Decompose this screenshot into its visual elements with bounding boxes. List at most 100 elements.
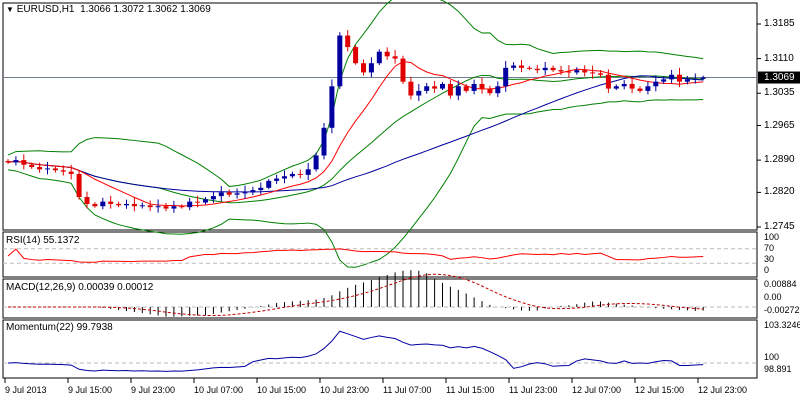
time-tick-label: 11 Jul 07:00	[383, 385, 432, 395]
bollinger-middle	[7, 74, 704, 204]
candle-body	[258, 187, 264, 191]
candle-body	[289, 173, 295, 177]
candle-body	[613, 86, 619, 89]
candle-body	[147, 205, 153, 208]
candle-body	[511, 65, 517, 68]
candle-body	[487, 88, 493, 94]
candle-body	[155, 206, 161, 208]
price-tick-label: 1.3110	[764, 52, 794, 64]
candle-body	[45, 168, 50, 170]
candle-body	[408, 81, 414, 96]
panel-frame-0	[2, 2, 758, 231]
time-tick-label: 11 Jul 23:00	[509, 385, 558, 395]
candle-body	[297, 173, 303, 175]
time-tick-label: 10 Jul 23:00	[320, 385, 370, 395]
candle-body	[345, 35, 351, 48]
candle-body	[669, 74, 675, 80]
time-tick-label: 9 Jul 23:00	[131, 385, 176, 395]
macd-tick-label: -0.00272	[764, 305, 800, 315]
candle-body	[116, 203, 122, 206]
time-tick-label: 9 Jul 15:00	[68, 385, 113, 395]
candle-body	[100, 201, 106, 207]
panel-frame-1	[2, 231, 758, 278]
moving-average-fast	[7, 61, 704, 207]
candle-body	[447, 83, 453, 96]
candle-body	[463, 86, 469, 91]
bollinger-lower	[7, 98, 704, 268]
macd-tick-label: 0.00	[764, 292, 782, 302]
candle-body	[171, 206, 177, 209]
candle-body	[218, 192, 224, 197]
candle-body	[353, 47, 359, 64]
candle-body	[21, 160, 27, 165]
momentum-tick-label: 103.3246	[764, 320, 800, 330]
candle-body	[479, 83, 485, 89]
chart-header: ▼ EURUSD,H1 1.3066 1.3072 1.3062 1.3069	[6, 4, 211, 15]
candle-body	[131, 203, 137, 207]
candle-body	[684, 79, 690, 82]
candle-body	[558, 70, 564, 72]
panel-frame-3	[2, 319, 758, 379]
macd-signal-line	[8, 273, 704, 317]
candle-body	[598, 73, 603, 75]
candle-body	[321, 127, 327, 156]
candle-body	[692, 78, 698, 80]
candle-body	[566, 71, 572, 73]
candle-body	[392, 56, 398, 59]
candle-body	[242, 192, 248, 194]
candle-body	[84, 197, 90, 204]
candle-body	[29, 164, 35, 168]
moving-average-slow	[7, 75, 704, 193]
momentum-label: Momentum(22) 99.7938	[6, 322, 113, 333]
candle-body	[645, 86, 651, 91]
candle-body	[282, 176, 287, 179]
dropdown-triangle-icon[interactable]: ▼	[6, 5, 14, 14]
candle-body	[637, 88, 643, 91]
macd-tick-label: 0.00884	[764, 279, 797, 289]
candle-body	[416, 90, 422, 96]
candle-body	[52, 168, 58, 171]
current-price-label: 1.3069	[764, 71, 795, 83]
candle-body	[266, 180, 272, 188]
time-tick-label: 12 Jul 07:00	[572, 385, 622, 395]
rsi-level-label: 100	[764, 232, 780, 242]
candle-body	[108, 201, 114, 204]
candle-body	[37, 167, 43, 170]
candle-body	[550, 67, 556, 71]
momentum-tick-label: 98.891	[764, 364, 792, 374]
macd-label: MACD(12,26,9) 0.00039 0.00012	[6, 282, 154, 293]
price-tick-label: 1.2745	[764, 221, 795, 232]
time-tick-label: 11 Jul 15:00	[446, 385, 495, 395]
current-price-badge	[758, 71, 800, 84]
candle-body	[13, 160, 19, 163]
candle-body	[305, 169, 311, 175]
candle-body	[163, 206, 169, 209]
price-tick-label: 1.3185	[764, 18, 795, 29]
close-value: 1.3069	[180, 4, 211, 15]
candle-body	[424, 86, 430, 91]
rsi-level-label: 0	[764, 265, 770, 275]
candle-body	[92, 203, 98, 207]
candle-body	[495, 86, 501, 94]
candle-body	[503, 67, 509, 87]
candle-body	[76, 173, 82, 198]
candle-body	[337, 35, 343, 87]
rsi-level-label: 30	[764, 254, 775, 264]
candle-body	[653, 81, 659, 87]
candle-body	[590, 72, 596, 74]
momentum-line	[7, 330, 704, 372]
candle-body	[250, 190, 256, 193]
candle-body	[400, 58, 406, 82]
candle-body	[368, 63, 374, 73]
candle-body	[677, 74, 682, 82]
time-tick-label: 9 Jul 2013	[5, 385, 47, 395]
price-tick-label: 1.2820	[764, 186, 795, 198]
candle-body	[519, 65, 524, 68]
price-tick-label: 1.3035	[764, 87, 795, 99]
time-tick-label: 10 Jul 15:00	[257, 385, 307, 395]
candle-body	[432, 86, 438, 89]
candle-body	[329, 86, 335, 128]
candle-body	[187, 201, 193, 208]
